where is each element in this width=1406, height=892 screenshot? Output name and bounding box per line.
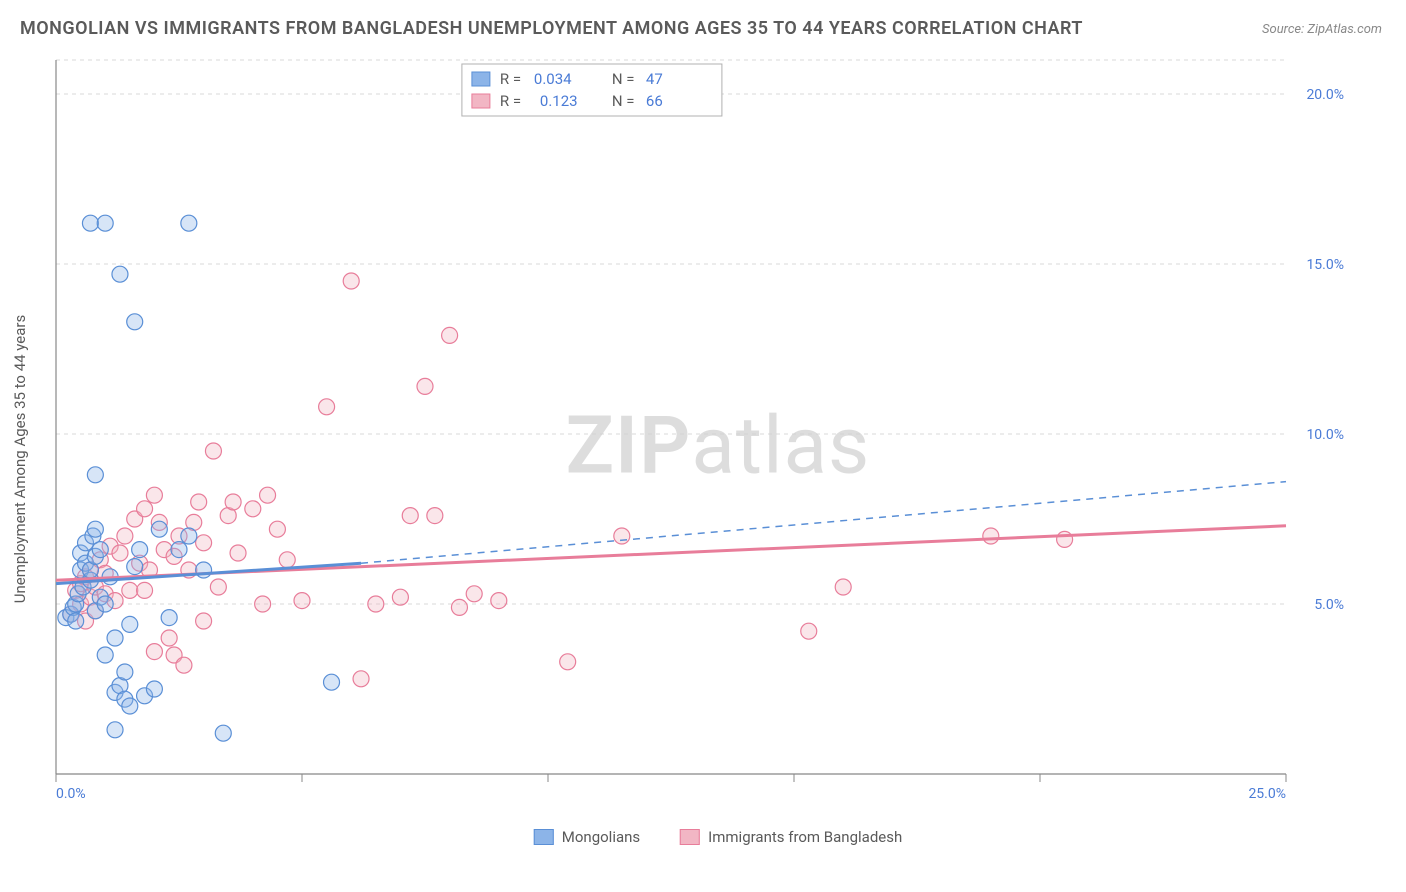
scatter-plot: 0.0% 25.0% 5.0% 10.0% 15.0% 20.0% R = 0.034 N = 4… xyxy=(48,50,1358,810)
svg-text:15.0%: 15.0% xyxy=(1306,257,1344,273)
svg-text:N =: N = xyxy=(612,70,635,88)
legend-swatch-a xyxy=(534,829,554,845)
svg-text:10.0%: 10.0% xyxy=(1306,427,1344,443)
legend-item-bangladesh: Immigrants from Bangladesh xyxy=(680,828,902,846)
svg-text:25.0%: 25.0% xyxy=(1248,786,1286,802)
svg-text:0.034: 0.034 xyxy=(534,70,572,88)
svg-text:20.0%: 20.0% xyxy=(1306,87,1344,103)
svg-text:5.0%: 5.0% xyxy=(1314,597,1344,613)
legend-label-b: Immigrants from Bangladesh xyxy=(708,828,902,846)
svg-text:0.0%: 0.0% xyxy=(56,786,86,802)
svg-text:N =: N = xyxy=(612,92,635,110)
svg-text:0.123: 0.123 xyxy=(540,92,578,110)
chart-container: Unemployment Among Ages 35 to 44 years 0… xyxy=(48,50,1388,850)
legend-bottom: Mongolians Immigrants from Bangladesh xyxy=(534,828,902,846)
svg-text:47: 47 xyxy=(646,70,663,88)
y-axis-label: Unemployment Among Ages 35 to 44 years xyxy=(11,315,29,603)
chart-title: MONGOLIAN VS IMMIGRANTS FROM BANGLADESH … xyxy=(20,18,1083,39)
legend-label-a: Mongolians xyxy=(562,828,640,846)
legend-swatch-b xyxy=(680,829,700,845)
source-label: Source: ZipAtlas.com xyxy=(1262,22,1382,37)
svg-text:R =: R = xyxy=(500,92,521,110)
svg-text:66: 66 xyxy=(646,92,663,110)
svg-text:R =: R = xyxy=(500,70,521,88)
legend-item-mongolians: Mongolians xyxy=(534,828,640,846)
